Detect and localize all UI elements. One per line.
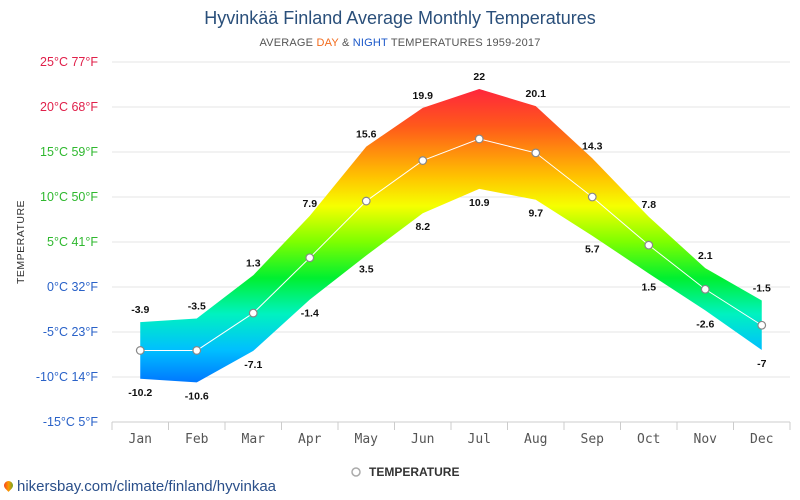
legend-label: TEMPERATURE — [369, 465, 459, 479]
y-tick-label: 15°C 59°F — [40, 145, 98, 159]
day-value-label: 15.6 — [356, 129, 377, 141]
day-value-label: -1.5 — [753, 283, 771, 295]
night-value-label: -10.2 — [128, 387, 152, 399]
x-tick-label: Aug — [524, 432, 547, 447]
x-tick-label: Jul — [468, 432, 491, 447]
day-value-label: 1.3 — [246, 257, 261, 269]
y-tick-label: -5°C 23°F — [43, 325, 99, 339]
day-value-label: -3.9 — [131, 304, 149, 316]
night-value-label: -7.1 — [244, 359, 262, 371]
mean-point[interactable] — [474, 134, 484, 144]
subtitle-night: NIGHT — [353, 37, 388, 49]
mean-temperature-line — [140, 138, 763, 351]
night-value-label: 1.5 — [641, 282, 656, 294]
legend[interactable]: TEMPERATURE — [351, 465, 459, 479]
night-value-label: -10.6 — [185, 390, 209, 402]
day-value-label: 14.3 — [582, 140, 603, 152]
night-value-label: -1.4 — [301, 308, 319, 320]
night-value-label: 8.2 — [415, 221, 430, 233]
subtitle-day: DAY — [316, 37, 339, 49]
y-tick-label: 5°C 41°F — [47, 235, 98, 249]
footer-link[interactable]: hikersbay.com/climate/finland/hyvinkaa — [2, 478, 277, 495]
y-tick-label: 0°C 32°F — [47, 280, 98, 294]
chart-subtitle: AVERAGE DAY & NIGHT TEMPERATURES 1959-20… — [259, 37, 540, 49]
x-tick-label: Mar — [242, 432, 266, 447]
mean-point[interactable] — [587, 192, 597, 202]
y-axis-label: TEMPERATURE — [15, 200, 27, 284]
temperature-band — [140, 89, 762, 383]
y-tick-label: 20°C 68°F — [40, 100, 98, 114]
day-night-band — [140, 89, 762, 383]
x-tick-label: Feb — [185, 432, 209, 447]
x-tick-label: Apr — [298, 432, 322, 447]
subtitle-prefix: AVERAGE — [259, 37, 316, 49]
y-tick-label: 25°C 77°F — [40, 55, 98, 69]
x-tick-label: Nov — [694, 432, 718, 447]
night-value-label: 10.9 — [469, 197, 490, 209]
mean-point[interactable] — [418, 156, 428, 165]
night-value-label: 5.7 — [585, 244, 600, 256]
y-tick-labels: 25°C 77°F 20°C 68°F 15°C 59°F 10°C 50°F 5°C … — [36, 55, 98, 429]
footer-text: hikersbay.com/climate/finland/hyvinkaa — [17, 478, 277, 495]
mean-point[interactable] — [248, 308, 258, 318]
day-value-label: 20.1 — [526, 88, 547, 100]
mean-line — [135, 134, 767, 355]
mean-point[interactable] — [361, 196, 371, 206]
x-tick-label: Dec — [750, 432, 773, 447]
subtitle-middle: & — [339, 37, 353, 49]
y-tick-label: 10°C 50°F — [40, 190, 98, 204]
data-labels: -3.9 -3.5 1.3 7.9 15.6 19.9 22 20.1 14.3 7.8 2.1 -1… — [128, 71, 771, 402]
x-tick-label: May — [355, 432, 379, 447]
day-value-label: 22 — [473, 71, 485, 83]
day-value-label: 7.8 — [641, 199, 656, 211]
mean-point[interactable] — [305, 253, 315, 263]
mean-point[interactable] — [757, 320, 767, 330]
x-tick-label: Jun — [411, 432, 434, 447]
mean-point[interactable] — [192, 346, 202, 355]
night-value-label: -7 — [757, 358, 766, 370]
mean-point[interactable] — [531, 148, 541, 158]
subtitle-suffix: TEMPERATURES 1959-2017 — [388, 37, 541, 49]
x-tick-label: Sep — [581, 432, 605, 447]
night-value-label: 3.5 — [359, 264, 374, 276]
mean-point[interactable] — [644, 240, 654, 250]
day-value-label: -3.5 — [188, 301, 206, 313]
x-tick-label: Jan — [129, 432, 152, 447]
day-value-label: 7.9 — [302, 198, 317, 210]
legend-marker-icon — [351, 467, 361, 477]
x-tick-label: Oct — [637, 432, 660, 447]
y-tick-label: -10°C 14°F — [36, 370, 98, 384]
x-axis: Jan Feb Mar Apr May Jun Jul Aug Sep Oct Nov Dec — [111, 421, 791, 447]
night-value-label: -2.6 — [696, 318, 714, 330]
night-value-label: 9.7 — [528, 208, 543, 220]
y-tick-label: -15°C 5°F — [43, 415, 99, 429]
day-value-label: 2.1 — [698, 250, 713, 262]
chart-title: Hyvinkää Finland Average Monthly Tempera… — [204, 8, 596, 28]
map-pin-icon — [2, 479, 15, 492]
mean-point[interactable] — [135, 346, 145, 355]
day-value-label: 19.9 — [413, 90, 434, 102]
mean-point[interactable] — [700, 284, 710, 294]
